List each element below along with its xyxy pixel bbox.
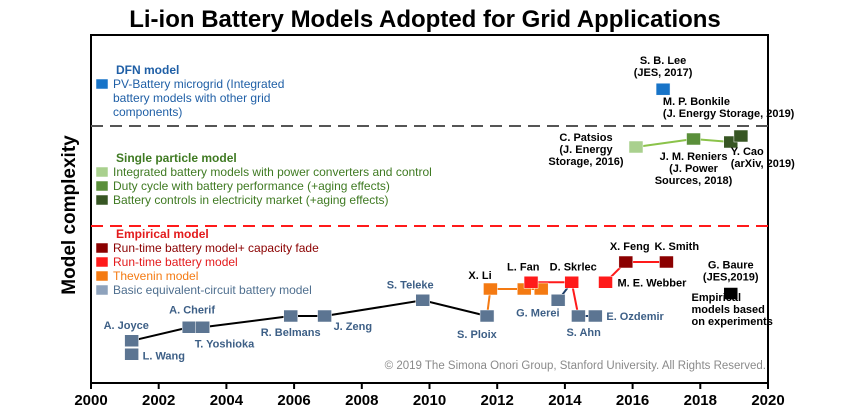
point-label: M. P. Bonkile (J. Energy Storage, 2019) — [663, 96, 795, 120]
data-point — [655, 82, 671, 96]
point-label: J. M. Reniers (J. Power Sources, 2018) — [655, 151, 733, 187]
data-point — [124, 348, 139, 361]
data-point — [618, 255, 634, 269]
data-point — [588, 309, 603, 323]
legend-entry: battery models with other grid — [113, 91, 270, 105]
legend-entry: components) — [113, 105, 182, 119]
data-point — [479, 309, 495, 323]
point-label: Y. Cao (arXiv, 2019) — [731, 146, 795, 170]
copyright-text: © 2019 The Simona Onori Group, Stanford … — [385, 360, 766, 372]
data-point — [195, 321, 210, 334]
legend-section-title: DFN model — [116, 63, 179, 77]
point-label: E. Ozdemir — [606, 311, 664, 323]
legend-swatch — [95, 166, 109, 178]
point-label: S. B. Lee (JES, 2017) — [634, 55, 693, 79]
point-label: J. Zeng — [334, 321, 373, 333]
x-tick-label: 2010 — [413, 392, 446, 408]
point-label: L. Wang — [143, 350, 185, 362]
legend-entry: Run-time battery model — [113, 255, 238, 269]
data-point — [564, 276, 579, 289]
point-label: M. E. Webber — [618, 277, 688, 289]
data-point — [598, 276, 613, 289]
point-label: S. Ahn — [566, 327, 601, 339]
legend-section-title: Empirical model — [116, 227, 209, 241]
thevenin-line — [486, 288, 542, 317]
data-point — [571, 309, 586, 323]
legend-entry: Battery controls in electricity market (… — [113, 193, 389, 207]
point-label: S. Ploix — [457, 329, 498, 341]
x-tick-label: 2020 — [751, 392, 784, 408]
data-point — [181, 321, 197, 334]
x-tick-label: 2006 — [277, 392, 310, 408]
data-point — [317, 309, 332, 323]
point-label: A. Cherif — [169, 304, 215, 316]
legend-entry: Run-time battery model+ capacity fade — [113, 241, 319, 255]
annotation: Empirical models based on experiments — [692, 292, 773, 328]
point-label: D. Skrlec — [550, 261, 597, 273]
y-axis-label: Model complexity — [59, 135, 80, 295]
point-labels: A. Joyce L. Wang A. Cherif T. Yoshioka R. Be… — [104, 55, 795, 362]
point-label: X. Feng — [610, 241, 650, 253]
data-point — [550, 294, 566, 307]
legend-swatch — [95, 256, 109, 268]
data-points — [124, 82, 749, 361]
legend-section-title: Single particle model — [116, 151, 237, 165]
legend-swatch — [95, 78, 109, 90]
x-tick-label: 2012 — [481, 392, 514, 408]
legend-swatch — [95, 180, 109, 192]
legend-entry: Basic equivalent-circuit battery model — [113, 283, 312, 297]
legend-swatch — [95, 284, 109, 296]
data-point — [415, 294, 430, 307]
x-axis: 2000 2002 2004 2006 2008 2010 2012 2014 2016 2018… — [74, 383, 785, 408]
point-label: L. Fan — [507, 261, 540, 273]
legend-entry: Thevenin model — [113, 269, 198, 283]
x-tick-label: 2018 — [684, 392, 717, 408]
point-label: G. Baure (JES,2019) — [703, 260, 759, 284]
data-point — [686, 132, 701, 146]
data-point — [523, 276, 539, 289]
legend-swatch — [95, 242, 109, 254]
legend-entry: Duty cycle with battery performance (+ag… — [113, 179, 390, 193]
point-label: K. Smith — [654, 241, 699, 253]
legend-swatch — [95, 194, 109, 206]
chart-title: Li-ion Battery Models Adopted for Grid A… — [129, 6, 721, 33]
x-tick-label: 2016 — [616, 392, 649, 408]
point-label: X. Li — [468, 270, 491, 282]
x-tick-label: 2008 — [345, 392, 378, 408]
point-label: S. Teleke — [387, 279, 434, 291]
x-tick-label: 2002 — [142, 392, 175, 408]
data-point — [483, 282, 498, 296]
x-tick-label: 2014 — [548, 392, 582, 408]
x-tick-label: 2004 — [210, 392, 244, 408]
legend-swatch — [95, 270, 109, 282]
legend-entry: Integrated battery models with power con… — [113, 165, 432, 179]
x-tick-label: 2000 — [74, 392, 107, 408]
point-label: R. Belmans — [261, 327, 321, 339]
point-label: A. Joyce — [104, 320, 149, 332]
data-point — [124, 334, 139, 347]
data-point — [723, 287, 739, 300]
data-point — [659, 255, 674, 269]
point-label: C. Patsios (J. Energy Storage, 2016) — [548, 132, 624, 168]
point-label: T. Yoshioka — [195, 338, 255, 350]
data-point — [628, 140, 644, 154]
data-point — [733, 129, 749, 143]
legend-entry: PV-Battery microgrid (Integrated — [113, 77, 284, 91]
point-label: G. Merei — [516, 307, 559, 319]
data-point — [283, 309, 298, 323]
